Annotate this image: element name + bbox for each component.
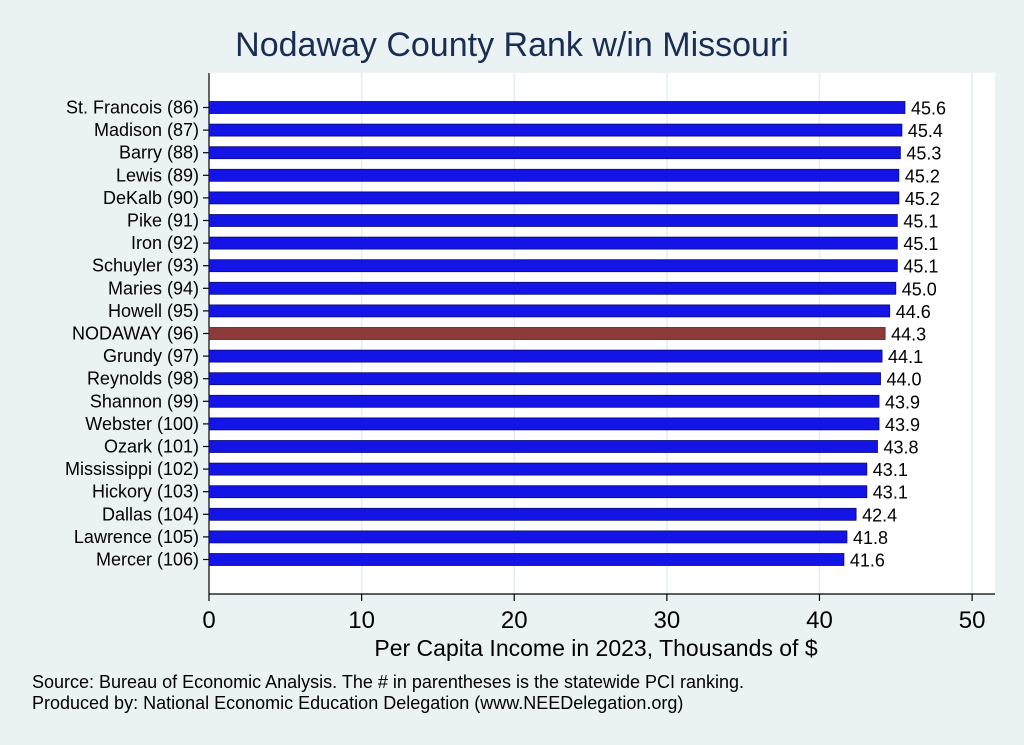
- bar: [208, 304, 891, 318]
- value-label: 44.6: [896, 302, 931, 322]
- value-label: 43.8: [883, 438, 918, 458]
- category-label: Schuyler (93): [92, 256, 199, 276]
- category-label: Lawrence (105): [74, 527, 199, 547]
- bar: [208, 417, 880, 431]
- category-label: Lewis (89): [116, 165, 199, 185]
- category-label: Howell (95): [108, 301, 199, 321]
- x-tick-label: 30: [654, 607, 681, 634]
- value-label: 43.1: [873, 483, 908, 503]
- category-label: Reynolds (98): [87, 369, 199, 389]
- category-label: Hickory (103): [92, 482, 199, 502]
- value-label: 42.4: [862, 505, 897, 525]
- value-label: 44.1: [888, 347, 923, 367]
- category-label: Mercer (106): [96, 550, 199, 570]
- bar: [208, 146, 901, 160]
- category-label: Dallas (104): [102, 504, 199, 524]
- category-label: Webster (100): [85, 414, 199, 434]
- bar: [208, 236, 898, 250]
- x-axis-title: Per Capita Income in 2023, Thousands of …: [374, 635, 817, 661]
- value-label: 41.8: [853, 528, 888, 548]
- x-tick-label: 50: [959, 607, 986, 634]
- bar-highlight: [208, 327, 886, 340]
- value-label: 45.0: [902, 279, 937, 299]
- value-label: 41.6: [850, 551, 885, 571]
- category-label: Barry (88): [119, 143, 199, 163]
- value-label: 44.0: [887, 370, 922, 390]
- category-label: Pike (91): [127, 211, 199, 231]
- x-tick-label: 10: [348, 607, 375, 634]
- bar: [208, 530, 848, 544]
- value-label: 44.3: [891, 325, 926, 345]
- value-label: 45.6: [911, 99, 946, 119]
- category-label: Maries (94): [108, 278, 199, 298]
- category-label: DeKalb (90): [103, 188, 199, 208]
- category-label: NODAWAY (96): [72, 324, 199, 344]
- category-label: Iron (92): [131, 233, 199, 253]
- bar: [208, 101, 906, 114]
- value-label: 45.1: [903, 257, 938, 277]
- category-label: Madison (87): [94, 120, 199, 140]
- bar: [208, 214, 898, 227]
- bar: [208, 349, 883, 363]
- producer-line: Produced by: National Economic Education…: [32, 693, 684, 713]
- source-note: Source: Bureau of Economic Analysis. The…: [32, 672, 744, 714]
- bar: [208, 507, 857, 521]
- value-label: 45.1: [903, 212, 938, 232]
- chart-title: Nodaway County Rank w/in Missouri: [235, 26, 789, 64]
- bar: [208, 372, 881, 386]
- bar: [208, 553, 845, 566]
- category-label: Mississippi (102): [65, 459, 199, 479]
- source-line: Source: Bureau of Economic Analysis. The…: [32, 672, 745, 692]
- bar: [208, 168, 900, 182]
- bar: [208, 394, 880, 408]
- value-label: 45.2: [905, 189, 940, 209]
- x-tick-label: 40: [806, 607, 833, 634]
- value-label: 43.9: [885, 392, 920, 412]
- bar: [208, 462, 868, 476]
- bar: [208, 440, 878, 453]
- value-label: 45.3: [906, 144, 941, 164]
- x-tick-label: 0: [202, 607, 215, 634]
- category-label: Shannon (99): [90, 391, 199, 411]
- category-label: Grundy (97): [103, 346, 199, 366]
- bar: [208, 485, 868, 499]
- value-label: 45.4: [908, 121, 943, 141]
- value-label: 43.1: [873, 460, 908, 480]
- bar: [208, 191, 900, 205]
- value-label: 43.9: [885, 415, 920, 435]
- bar: [208, 281, 897, 295]
- category-label: Ozark (101): [104, 437, 199, 457]
- bar: [208, 123, 903, 137]
- category-label: St. Francois (86): [66, 98, 199, 118]
- value-label: 45.1: [903, 234, 938, 254]
- bar: [208, 259, 898, 273]
- x-tick-label: 20: [501, 607, 528, 634]
- value-label: 45.2: [905, 166, 940, 186]
